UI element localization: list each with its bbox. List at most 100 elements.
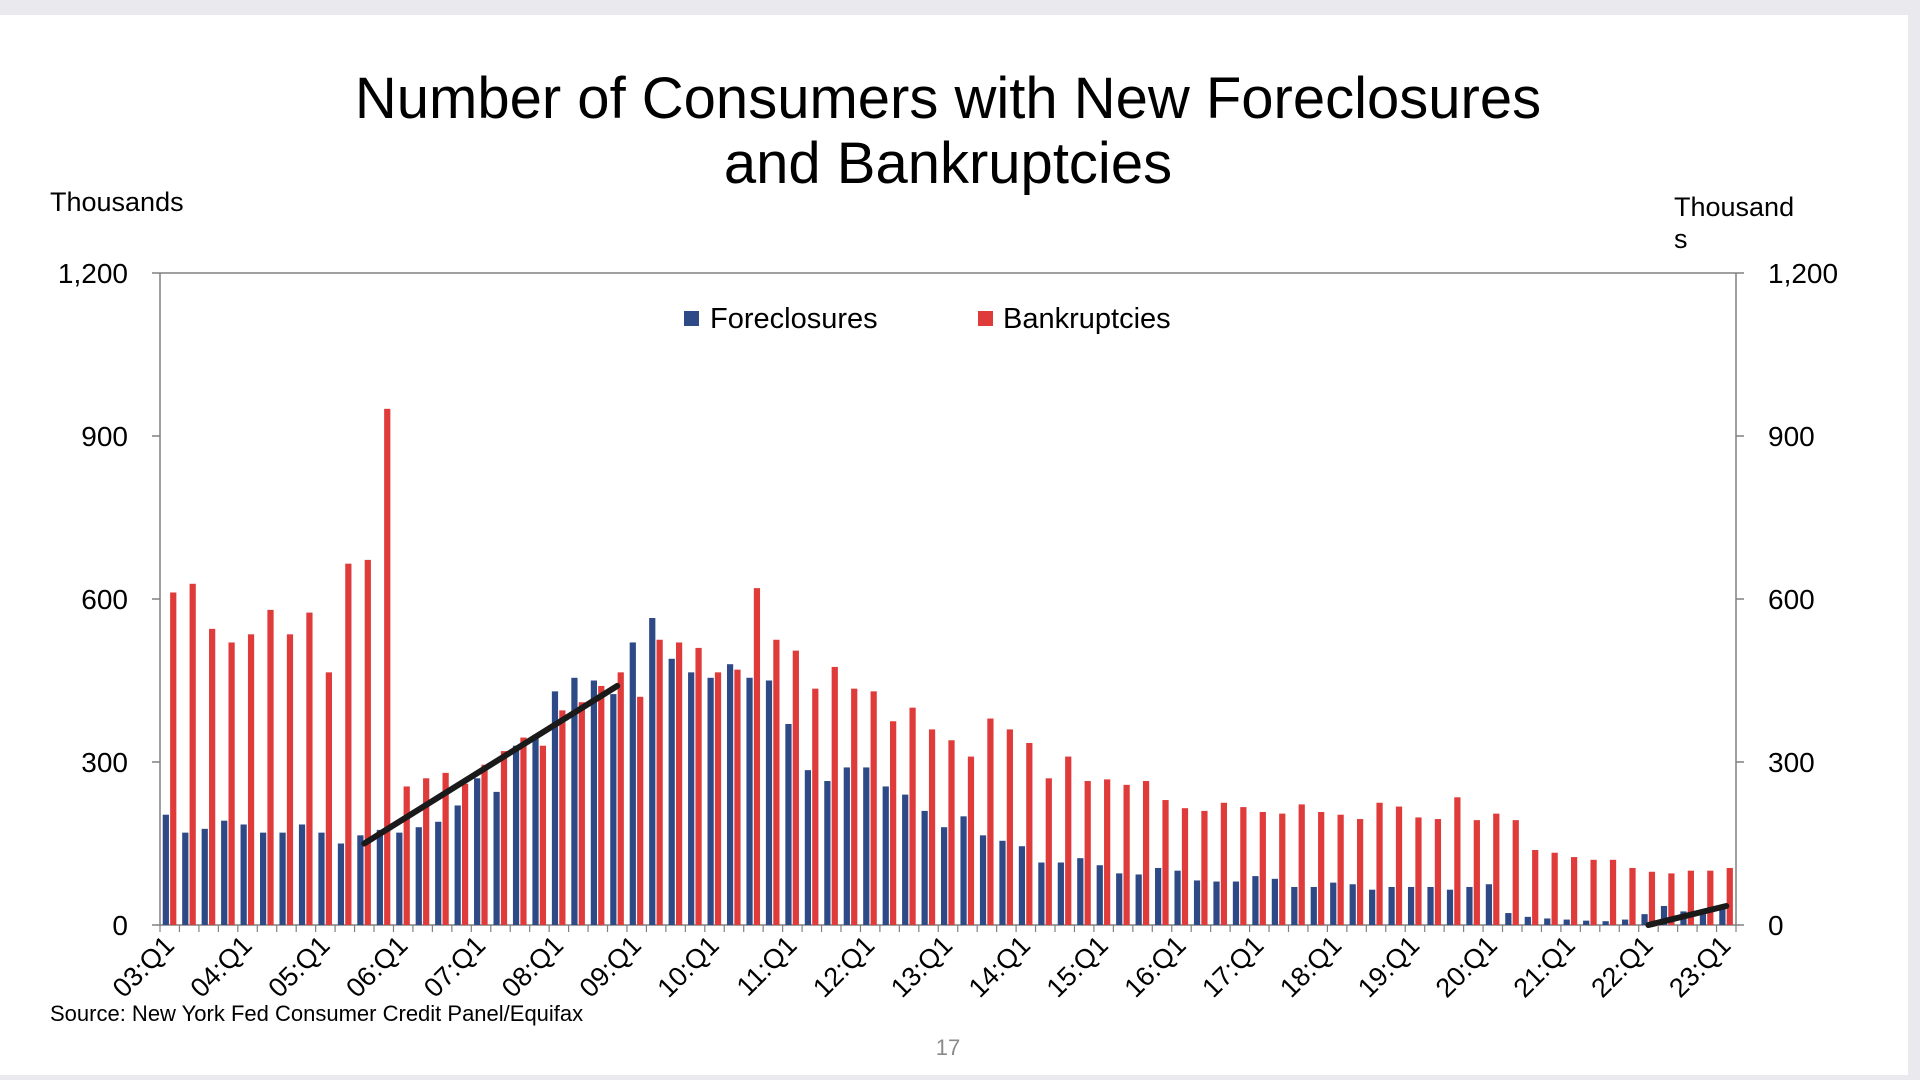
y-left-tick-label: 1,200 [58,258,128,289]
bar-bankruptcies [675,642,683,925]
y-axis-right: 0 300 600 900 1,200 [1736,258,1838,941]
bar-bankruptcies [1181,808,1189,925]
bar-foreclosures [240,824,247,925]
bar-foreclosures [1660,905,1668,925]
bar-bankruptcies [170,592,177,925]
y-right-tick-label: 600 [1768,584,1815,615]
bar-bankruptcies [1279,813,1286,925]
x-tick-label: 05:Q1 [262,930,335,1003]
y-left-tick-label: 300 [81,747,128,778]
bar-foreclosures [454,805,461,925]
bar-foreclosures [1719,908,1726,925]
bar-bankruptcies [773,639,780,925]
legend-label-foreclosures: Foreclosures [710,303,878,335]
bar-bankruptcies [714,672,722,925]
bar-foreclosures [1018,846,1026,925]
y-left-tick-label: 600 [81,584,128,615]
bar-bankruptcies [1532,850,1539,925]
bar-foreclosures [1349,884,1356,925]
bar-bankruptcies [1415,817,1422,925]
plot-frame [159,272,1737,926]
bar-bankruptcies [520,737,527,925]
bar-bankruptcies [286,634,294,925]
bar-foreclosures [746,677,753,925]
bar-foreclosures [610,694,617,925]
bar-foreclosures [512,745,520,925]
bar-bankruptcies [1084,781,1091,925]
source-note: Source: New York Fed Consumer Credit Pan… [50,1001,583,1026]
bar-bankruptcies [1590,859,1597,925]
bar-bankruptcies [1434,819,1442,925]
bar-foreclosures [260,832,267,925]
x-tick-label: 04:Q1 [185,930,258,1003]
bar-bankruptcies [461,783,469,925]
bar-bankruptcies [1026,742,1033,925]
bar-foreclosures [649,618,656,925]
bar-foreclosures [182,832,189,925]
bar-bankruptcies [1162,800,1169,925]
bar-bankruptcies [189,583,196,925]
bar-bankruptcies [559,710,566,925]
bar-bankruptcies [364,559,371,925]
bar-bankruptcies [1726,867,1733,925]
bar-bankruptcies [1512,820,1519,925]
bar-bankruptcies [345,563,352,925]
bar-bankruptcies [1104,779,1111,925]
bar-bankruptcies [890,721,897,925]
bar-foreclosures [396,832,403,925]
bar-bankruptcies [1668,873,1675,925]
bar-bankruptcies [267,609,274,925]
chart-title-line-2: and Bankruptcies [724,131,1172,196]
bar-foreclosures [707,677,714,925]
bar-bankruptcies [1454,797,1461,925]
bar-bankruptcies [403,786,410,925]
bar-foreclosures [843,767,850,925]
legend-label-bankruptcies: Bankruptcies [1003,303,1171,335]
bar-bankruptcies [1298,804,1305,925]
legend-swatch-bankruptcies [978,311,993,326]
bar-foreclosures [1174,870,1181,925]
bar-bankruptcies [325,672,332,925]
bar-foreclosures [902,794,909,925]
x-tick-label: 18:Q1 [1274,930,1347,1003]
bar-bankruptcies [1571,857,1578,925]
bar-bankruptcies [423,778,430,925]
bar-foreclosures [474,778,481,925]
bar-foreclosures [571,677,578,925]
bar-foreclosures [1330,882,1337,925]
bar-foreclosures [1116,873,1123,925]
bar-bankruptcies [928,729,936,925]
bar-bankruptcies [967,756,975,925]
bar-bankruptcies [1648,871,1656,925]
bar-foreclosures [1155,867,1162,925]
bar-bankruptcies [598,685,605,925]
x-tick-label: 21:Q1 [1508,930,1581,1003]
bar-foreclosures [1310,886,1317,925]
y-axis-right-title-line-1: Thousand [1674,192,1794,222]
bar-bankruptcies [1629,867,1636,925]
y-right-tick-label: 300 [1768,747,1815,778]
bar-foreclosures [1485,884,1493,925]
x-tick-label: 13:Q1 [885,930,958,1003]
bar-foreclosures [882,786,889,925]
bar-foreclosures [1213,881,1220,925]
trend-line [1645,902,1730,928]
bar-foreclosures [318,832,325,925]
bar-bankruptcies [1356,819,1364,925]
bar-foreclosures [1077,858,1084,925]
chart: Number of Consumers with New Foreclosure… [50,66,1838,1060]
bar-bankruptcies [831,666,838,925]
x-tick-label: 07:Q1 [418,930,491,1003]
bar-foreclosures [1407,886,1415,925]
bar-foreclosures [668,658,675,925]
legend-swatch-foreclosures [684,311,699,326]
bar-foreclosures [1544,918,1551,925]
bar-bankruptcies [870,691,877,925]
bar-foreclosures [1369,889,1376,925]
bar-bankruptcies [695,647,702,925]
x-tick-label: 15:Q1 [1041,930,1114,1003]
bar-foreclosures [979,835,987,925]
bar-foreclosures [1135,874,1142,925]
bar-bankruptcies [948,740,955,925]
bar-foreclosures [1699,914,1707,925]
